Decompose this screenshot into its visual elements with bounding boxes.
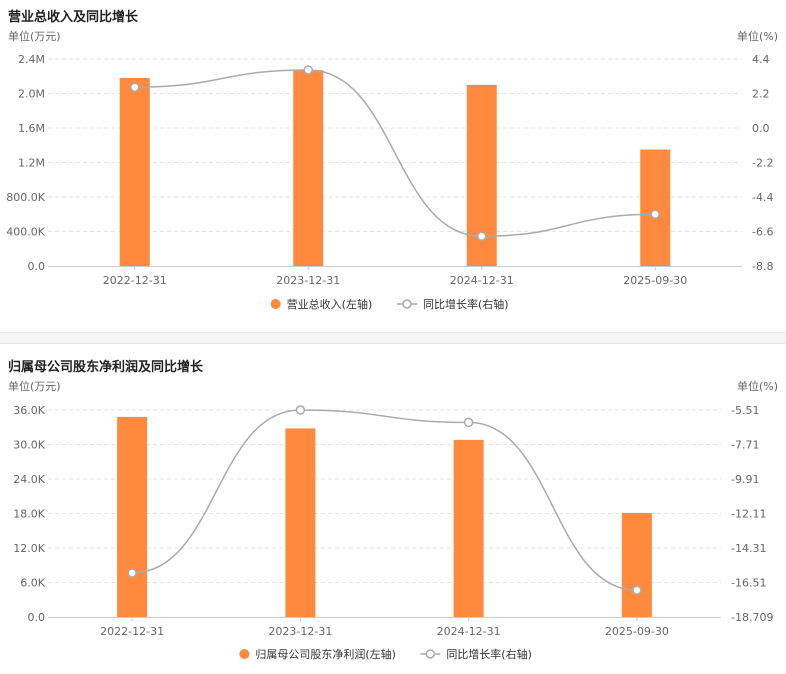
right-axis-unit-label: 单位(%) <box>737 29 778 43</box>
right-axis-tick-label: -9.91 <box>731 473 759 486</box>
revenue-chart-panel: 单位(万元) 单位(%) 0.0 400.0K 800.0K 1.2M 1.6M 2.0M 2.… <box>0 0 786 332</box>
right-axis-tick-label: 4.4 <box>752 53 770 66</box>
growth-rate-line <box>132 409 637 591</box>
legend-line-label: 同比增长率(右轴) <box>423 297 509 311</box>
bar <box>119 77 150 266</box>
bar <box>293 70 324 267</box>
net-profit-chart-title: 归属母公司股东净利润及同比增长 <box>8 360 204 375</box>
left-axis-tick-label: 30.0K <box>13 439 45 452</box>
legend-bar-label: 归属母公司股东净利润(左轴) <box>255 647 396 661</box>
growth-rate-point <box>303 65 313 75</box>
legend-line-marker-point <box>402 299 412 309</box>
legend-bar-marker <box>239 649 250 659</box>
right-axis-tick-label: -8.8 <box>752 260 773 273</box>
right-axis-tick-label: -18.709 <box>731 611 773 624</box>
left-axis-tick-label: 2.0M <box>18 88 45 101</box>
x-axis-tick-label: 2025-09-30 <box>605 625 669 638</box>
right-axis-tick-label: -14.31 <box>731 542 766 555</box>
legend-bar-marker <box>270 299 281 309</box>
left-axis-tick-label: 6.0K <box>20 577 45 590</box>
bar <box>621 512 652 617</box>
left-axis-unit-label: 单位(万元) <box>8 379 61 393</box>
right-axis-tick-label: -6.6 <box>752 226 773 239</box>
revenue-chart: 单位(万元) 单位(%) 0.0 400.0K 800.0K 1.2M 1.6M 2.0M 2.… <box>6 29 778 311</box>
revenue-chart-title: 营业总收入及同比增长 <box>8 10 139 25</box>
right-axis-tick-label: -16.51 <box>731 577 766 590</box>
right-axis-tick-label: -5.51 <box>731 404 759 417</box>
right-axis-tick-label: -12.11 <box>731 508 766 521</box>
left-axis-tick-label: 2.4M <box>18 53 45 66</box>
right-axis-tick-label: 2.2 <box>752 88 770 101</box>
left-axis-tick-label: 1.6M <box>18 122 45 135</box>
x-axis-tick-label: 2024-12-31 <box>437 625 501 638</box>
legend-bar-label: 营业总收入(左轴) <box>287 297 373 311</box>
left-axis-tick-label: 18.0K <box>13 508 45 521</box>
left-axis-tick-label: 0.0 <box>28 611 46 624</box>
left-axis-tick-label: 24.0K <box>13 473 45 486</box>
x-axis-tick-label: 2023-12-31 <box>268 625 332 638</box>
x-axis-tick-label: 2023-12-31 <box>276 274 340 287</box>
left-axis-tick-label: 0.0 <box>28 260 46 273</box>
right-axis-tick-label: -4.4 <box>752 191 773 204</box>
x-axis-tick-label: 2022-12-31 <box>103 274 167 287</box>
right-axis-tick-label: 0.0 <box>752 122 770 135</box>
bar <box>453 439 484 617</box>
growth-rate-point <box>632 585 642 595</box>
legend-line-label: 同比增长率(右轴) <box>446 647 532 661</box>
net-profit-chart: 单位(万元) 单位(%) 0.0 6.0K 12.0K 18.0K 24.0K 30.0K 36… <box>8 379 778 661</box>
left-axis-unit-label: 单位(万元) <box>8 29 61 43</box>
growth-rate-point <box>130 82 140 92</box>
left-axis-tick-label: 800.0K <box>6 191 45 204</box>
growth-rate-line <box>134 69 656 237</box>
bar <box>285 428 316 617</box>
growth-rate-point <box>127 568 137 578</box>
bar <box>640 149 671 266</box>
panel-separator <box>0 332 786 344</box>
left-axis-tick-label: 400.0K <box>6 226 45 239</box>
x-axis-tick-label: 2022-12-31 <box>100 625 164 638</box>
growth-rate-point <box>295 405 306 415</box>
growth-rate-point <box>477 231 487 241</box>
legend-line-marker-point <box>425 649 436 659</box>
right-axis-unit-label: 单位(%) <box>737 379 778 393</box>
bar <box>117 416 148 617</box>
right-axis-tick-label: -7.71 <box>731 439 759 452</box>
left-axis-tick-label: 1.2M <box>18 157 45 170</box>
left-axis-tick-label: 12.0K <box>13 542 45 555</box>
right-axis-tick-label: -2.2 <box>752 157 773 170</box>
growth-rate-point <box>650 209 660 219</box>
profit-chart-panel: 单位(万元) 单位(%) 0.0 6.0K 12.0K 18.0K 24.0K 30.0K 36… <box>0 344 786 674</box>
growth-rate-point <box>463 417 474 428</box>
x-axis-tick-label: 2025-09-30 <box>623 274 687 287</box>
left-axis-tick-label: 36.0K <box>13 404 45 417</box>
x-axis-tick-label: 2024-12-31 <box>450 274 514 287</box>
